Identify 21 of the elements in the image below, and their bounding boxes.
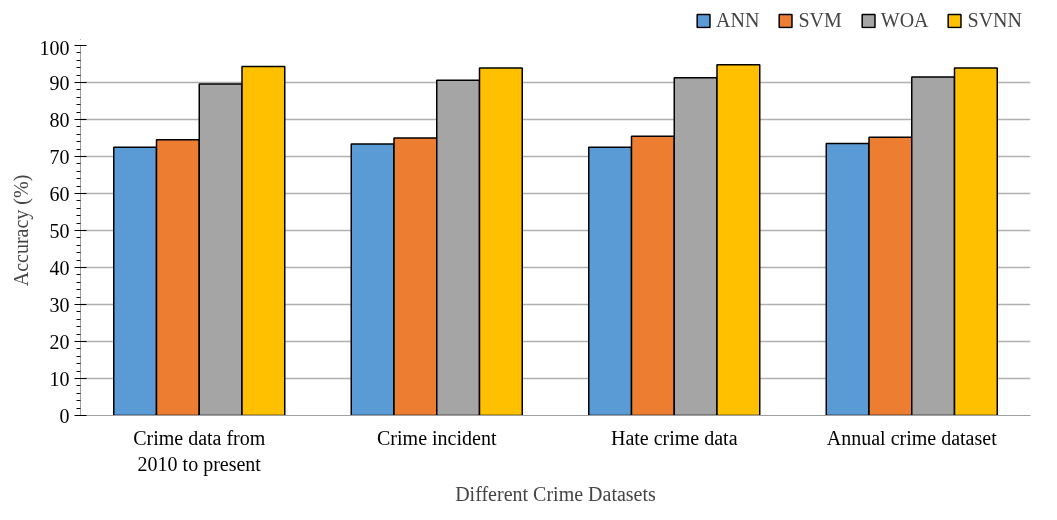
x-tick-label: Crime incident <box>377 426 497 449</box>
y-tick-label: 70 <box>49 145 70 168</box>
legend-label: SVM <box>798 8 842 32</box>
x-tick-label: Crime data from 2010 to present <box>133 426 266 476</box>
y-tick-label: 10 <box>49 367 70 390</box>
y-axis-title: Accuracy (%) <box>9 174 33 287</box>
y-tick-label: 90 <box>49 71 70 94</box>
legend-label: SVNN <box>967 8 1022 32</box>
y-tick-label: 60 <box>49 182 70 205</box>
x-axis-title: Different Crime Datasets <box>455 482 657 505</box>
x-tick-label: Annual crime dataset <box>826 426 998 449</box>
y-tick-label: 40 <box>49 256 70 279</box>
y-tick-label: 30 <box>49 293 70 316</box>
y-tick-label: 80 <box>49 108 70 131</box>
legend-label: ANN <box>716 8 760 32</box>
y-tick-label: 50 <box>49 219 70 242</box>
y-tick-label: 20 <box>49 330 70 353</box>
y-tick-label: 0 <box>59 404 70 427</box>
x-tick-label: Hate crime data <box>610 426 738 449</box>
y-tick-label: 100 <box>39 36 70 59</box>
legend-label: WOA <box>880 8 929 32</box>
